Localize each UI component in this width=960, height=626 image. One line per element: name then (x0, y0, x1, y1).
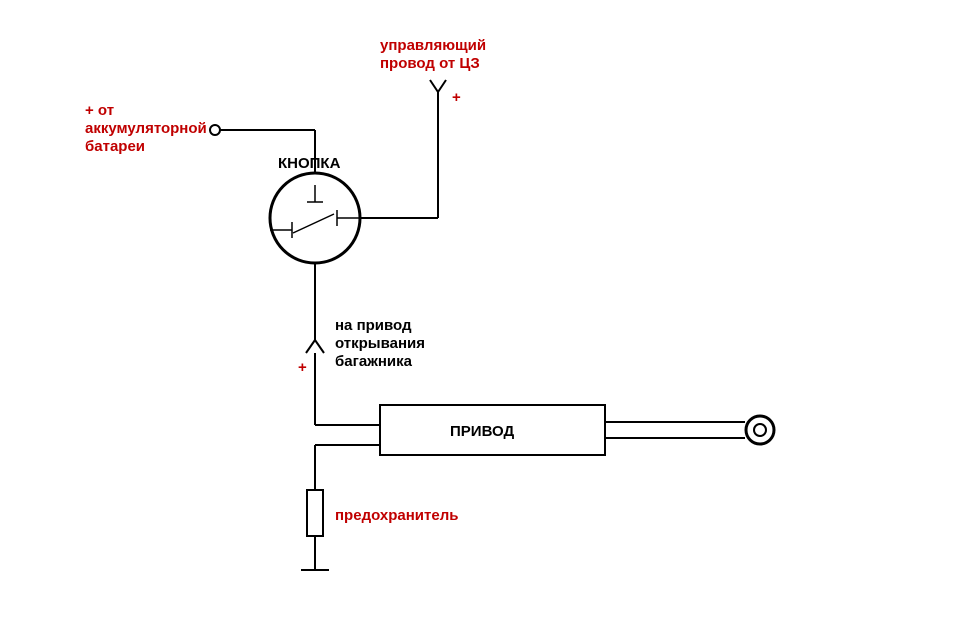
battery-terminal (210, 125, 220, 135)
button-label: КНОПКА (278, 155, 341, 172)
control-arrow-right (438, 80, 446, 92)
switch-arm (293, 214, 334, 233)
control-arrow-left (430, 80, 438, 92)
drive-ring-inner (754, 424, 766, 436)
circuit-diagram: + от аккумуляторной батареи управляющий … (0, 0, 960, 626)
to-drive-label-2: открывания (335, 335, 425, 352)
out-arrow-left (306, 340, 315, 353)
control-plus: + (452, 89, 461, 106)
to-drive-plus: + (298, 359, 307, 376)
out-arrow-right (315, 340, 324, 353)
control-label-2: провод от ЦЗ (380, 55, 480, 72)
drive-label: ПРИВОД (450, 423, 514, 440)
to-drive-label-1: на привод (335, 317, 412, 334)
control-label-1: управляющий (380, 37, 486, 54)
fuse-body (307, 490, 323, 536)
battery-label-1: + от (85, 102, 114, 119)
battery-label-2: аккумуляторной (85, 120, 207, 137)
battery-label-3: батареи (85, 138, 145, 155)
drive-ring-outer (746, 416, 774, 444)
fuse-label: предохранитель (335, 507, 458, 524)
to-drive-label-3: багажника (335, 353, 413, 370)
